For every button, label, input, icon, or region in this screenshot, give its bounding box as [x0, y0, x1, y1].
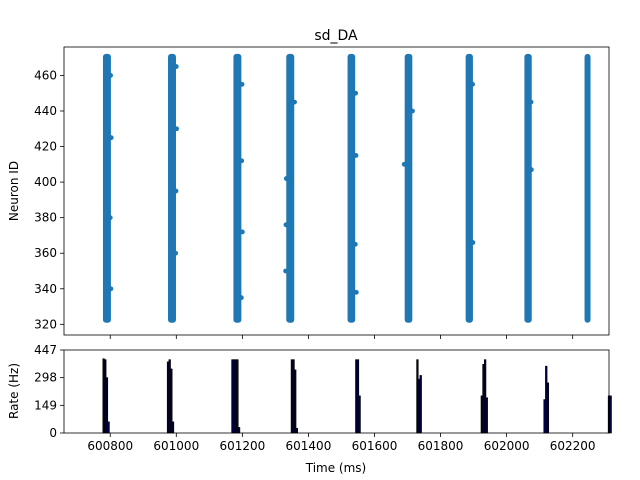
- rate-x-axis-label: Time (ms): [305, 461, 367, 475]
- rate-x-tick-label: 601000: [153, 439, 199, 453]
- rate-y-tick-label: 447: [34, 343, 57, 357]
- rate-bar: [171, 421, 175, 434]
- spike-point: [173, 188, 179, 194]
- spike-burst-5: [347, 53, 356, 323]
- chart-title: sd_DA: [314, 28, 358, 44]
- spike-point: [283, 268, 289, 274]
- spike-point: [108, 286, 114, 292]
- spike-point: [470, 81, 475, 87]
- rate-y-tick-label: 0: [49, 426, 57, 440]
- rate-bar: [419, 375, 422, 434]
- raster-y-tick-label: 360: [34, 246, 57, 260]
- spike-point: [173, 250, 179, 256]
- spike-point: [353, 90, 359, 96]
- rate-bar: [485, 397, 488, 434]
- raster-y-tick-label: 340: [34, 282, 57, 296]
- spike-burst-9: [584, 53, 591, 323]
- raster-y-tick-label: 400: [34, 175, 57, 189]
- spike-point: [239, 158, 245, 164]
- rate-bar: [294, 369, 297, 434]
- spike-point: [238, 295, 244, 301]
- spike-point: [292, 99, 297, 105]
- spike-point: [283, 176, 289, 181]
- spike-burst-7: [465, 53, 473, 323]
- spike-burst-6: [404, 53, 413, 323]
- spike-burst-4: [286, 53, 295, 323]
- rate-x-tick-label: 602200: [550, 439, 596, 453]
- spike-point: [353, 153, 359, 158]
- raster-y-axis-label: Neuron ID: [7, 161, 21, 221]
- rate-bar: [107, 421, 110, 434]
- spike-point: [107, 215, 113, 221]
- rate-x-tick-label: 600800: [87, 439, 133, 453]
- raster-x-ticks: [109, 335, 574, 339]
- raster-y-tick-label: 420: [34, 140, 57, 154]
- spike-point: [410, 108, 415, 114]
- spike-point: [239, 81, 245, 87]
- raster-plot-frame: [63, 46, 610, 336]
- spike-point: [108, 135, 114, 141]
- spike-point: [173, 64, 179, 69]
- rate-plot-frame: [63, 349, 610, 434]
- rate-x-ticks: 600800 601000 601200 601400 601600 601800 6020…: [87, 433, 596, 453]
- spike-point: [528, 167, 534, 173]
- spike-point: [470, 240, 476, 245]
- rate-bar: [236, 359, 239, 434]
- spike-point: [528, 99, 534, 105]
- spike-burst-8: [524, 53, 532, 323]
- rate-y-axis-label: Rate (Hz): [7, 363, 21, 419]
- spike-point: [174, 126, 180, 132]
- spike-point: [283, 222, 289, 228]
- rate-bar: [609, 395, 612, 434]
- rate-x-tick-label: 601400: [286, 439, 332, 453]
- raster-y-ticks: 320 340 360 380 400 420 440 460: [34, 68, 64, 331]
- rate-x-tick-label: 601600: [352, 439, 398, 453]
- spike-burst-1: [102, 53, 111, 323]
- spike-point: [239, 229, 245, 235]
- raster-y-tick-label: 440: [34, 104, 57, 118]
- rate-y-tick-label: 149: [34, 398, 57, 412]
- spike-point: [401, 161, 407, 167]
- rate-bar: [358, 395, 361, 434]
- raster-plot-panel: sd_DA Neuron ID 320 340 360 380 400 420 440 460: [7, 28, 610, 339]
- spike-burst-3: [233, 53, 242, 323]
- rate-histogram-panel: Rate (Hz) Time (ms) 0 149 298 447 600800 601…: [7, 343, 612, 475]
- rate-bar: [237, 427, 241, 434]
- spike-burst-2: [168, 53, 176, 323]
- raster-y-tick-label: 320: [34, 317, 57, 331]
- rate-x-tick-label: 601200: [219, 439, 265, 453]
- spike-point: [352, 241, 358, 247]
- spike-point: [108, 73, 113, 78]
- rate-y-tick-label: 298: [34, 371, 57, 385]
- rate-x-tick-label: 602000: [484, 439, 530, 453]
- raster-y-tick-label: 460: [34, 68, 57, 82]
- raster-y-tick-label: 380: [34, 211, 57, 225]
- spike-point: [353, 289, 359, 295]
- rate-y-ticks: 0 149 298 447: [34, 343, 64, 440]
- raster-spike-marks: [102, 53, 591, 323]
- rate-bar: [546, 382, 550, 434]
- rate-bar: [295, 428, 298, 434]
- rate-x-tick-label: 601800: [418, 439, 464, 453]
